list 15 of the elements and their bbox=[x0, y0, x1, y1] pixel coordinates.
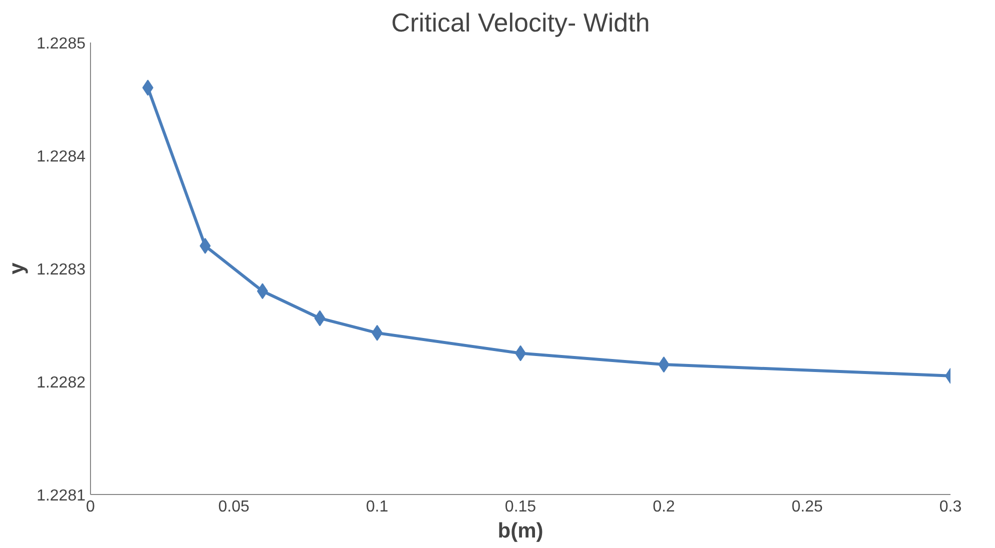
y-tick-label: 1.2282 bbox=[36, 374, 86, 392]
y-tick-label: 1.2281 bbox=[36, 488, 86, 504]
x-tick-label: 0.05 bbox=[218, 498, 250, 516]
x-tick-label: 0.2 bbox=[652, 498, 676, 516]
y-axis-title: y bbox=[6, 262, 29, 274]
x-tick-label: 0.3 bbox=[939, 498, 962, 516]
chart-title: Critical Velocity- Width bbox=[391, 8, 650, 38]
y-tick-label: 1.2285 bbox=[36, 36, 86, 52]
x-tick-label: 0.25 bbox=[792, 498, 823, 516]
x-tick-label: 0.15 bbox=[504, 498, 536, 516]
x-tick-label: 0 bbox=[86, 498, 96, 516]
x-axis-title: b(m) bbox=[498, 520, 544, 542]
y-tick-label: 1.2283 bbox=[36, 262, 86, 278]
x-tick-label: 0.1 bbox=[366, 498, 388, 516]
y-tick-label: 1.2284 bbox=[36, 148, 86, 166]
